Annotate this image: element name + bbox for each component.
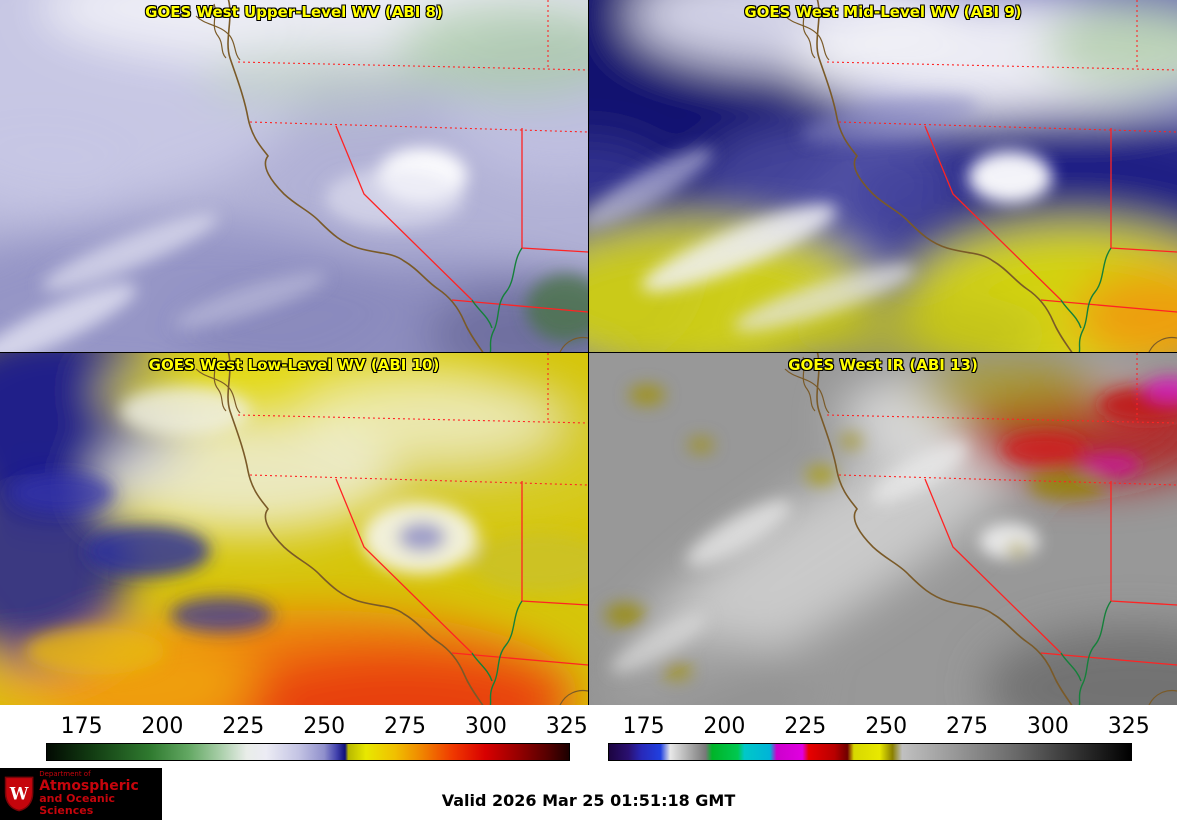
satellite-image-abi10 [0, 353, 588, 705]
ir-colorbar-ticks: 175 200 225 250 275 300 325 [608, 712, 1150, 743]
colorbar-tick-label: 225 [784, 714, 827, 739]
logo-text: Department of Atmospheric and Oceanic Sc… [39, 770, 158, 818]
cloud-detail [10, 386, 588, 675]
colorbar-tick-label: 250 [865, 714, 908, 739]
colorbar-tick-label: 200 [141, 714, 184, 739]
cloud-detail [589, 96, 1052, 332]
colorbar-tick-label: 300 [464, 714, 507, 739]
footer: W Department of Atmospheric and Oceanic … [0, 767, 1177, 820]
wv-colorbar-ticks: 175 200 225 250 275 300 325 [46, 712, 588, 743]
logo-oceanic-line: and Oceanic Sciences [39, 792, 116, 818]
panel-abi13: GOES West IR (ABI 13) [589, 353, 1177, 705]
colorbar-tick-label: 275 [384, 714, 427, 739]
colorbar-tick-label: 200 [703, 714, 746, 739]
colorbar-tick-label: 225 [222, 714, 265, 739]
logo-atmospheric-line: Atmospheric [39, 777, 139, 794]
wv-colorbar-gradient [46, 743, 570, 761]
satellite-image-abi8 [0, 0, 588, 352]
colorbar-tick-label: 325 [545, 714, 588, 739]
panel-abi9: GOES West Mid-Level WV (ABI 9) [589, 0, 1177, 352]
colorbar-tick-label: 175 [60, 714, 103, 739]
ir-colorbar-gradient [608, 743, 1132, 761]
quad-panel-display: GOES West Upper-Level WV (ABI 8) [0, 0, 1177, 705]
cold-cloud-tops [605, 377, 1177, 680]
colorbar-tick-label: 250 [303, 714, 346, 739]
colorbar-tick-label: 325 [1107, 714, 1150, 739]
panel-abi8: GOES West Upper-Level WV (ABI 8) [0, 0, 588, 352]
logo-dept-line: Department of [39, 770, 91, 779]
valid-timestamp: Valid 2026 Mar 25 01:51:18 GMT [441, 791, 736, 810]
crest-letter: W [9, 783, 29, 803]
colorbar-tick-label: 300 [1026, 714, 1069, 739]
ir-colorbar: 175 200 225 250 275 300 325 [608, 712, 1150, 767]
uw-crest-icon: W [4, 776, 34, 812]
satellite-image-abi9 [589, 0, 1177, 352]
colorbar-row: 175 200 225 250 275 300 325 175 200 225 250 275 300… [0, 705, 1177, 767]
colorbar-tick-label: 275 [946, 714, 989, 739]
panel-abi10: GOES West Low-Level WV (ABI 10) [0, 353, 588, 705]
colorbar-tick-label: 175 [622, 714, 665, 739]
wv-colorbar: 175 200 225 250 275 300 325 [46, 712, 588, 767]
aos-logo: W Department of Atmospheric and Oceanic … [0, 768, 162, 820]
satellite-image-abi13 [589, 353, 1177, 705]
